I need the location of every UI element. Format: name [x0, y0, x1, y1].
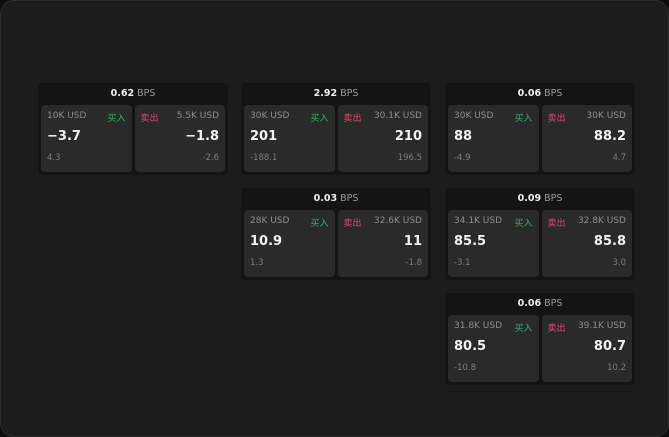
ask-size: 39.1K USD [577, 321, 626, 331]
bid-size: 30K USD [250, 111, 290, 121]
bid-change: -4.9 [454, 153, 471, 163]
spread-value: 2.92 [313, 88, 338, 99]
quote-card[interactable]: 0.06 BPS 30K USD 买入 88 -4.9 卖出 30K USD 88.… [445, 83, 635, 175]
buy-button[interactable]: 买入 [310, 219, 329, 229]
ask-cell[interactable]: 卖出 30.1K USD 210 196.5 [337, 105, 428, 172]
bid-cell[interactable]: 31.8K USD 买入 80.5 -10.8 [448, 315, 539, 382]
ask-price: 210 [394, 129, 422, 144]
ask-price: 88.2 [593, 129, 626, 144]
bid-price: 10.9 [250, 234, 283, 249]
ask-change: 3.0 [612, 258, 626, 268]
spread-header: 0.06 BPS [445, 293, 635, 315]
bid-change: 4.3 [47, 153, 61, 163]
spread-header: 0.06 BPS [445, 83, 635, 105]
bid-size: 34.1K USD [454, 216, 503, 226]
quote-card[interactable]: 0.09 BPS 34.1K USD 买入 85.5 -3.1 卖出 32.8K U… [445, 188, 635, 280]
ask-change: 10.2 [607, 363, 626, 373]
ask-change: 196.5 [397, 153, 422, 163]
bid-size: 31.8K USD [454, 321, 503, 331]
ask-price: 11 [403, 234, 422, 249]
ask-size: 32.8K USD [577, 216, 626, 226]
sell-button[interactable]: 卖出 [547, 324, 566, 334]
ask-change: -1.8 [405, 258, 422, 268]
bid-change: 1.3 [250, 258, 264, 268]
bid-size: 30K USD [454, 111, 494, 121]
spread-value: 0.03 [313, 193, 338, 204]
spread-value: 0.09 [517, 193, 542, 204]
sell-button[interactable]: 卖出 [140, 114, 159, 124]
bid-price: 88 [454, 129, 473, 144]
quote-card[interactable]: 0.03 BPS 28K USD 买入 10.9 1.3 卖出 32.6K USD … [241, 188, 431, 280]
spread-value: 0.06 [517, 298, 542, 309]
quote-card[interactable]: 0.06 BPS 31.8K USD 买入 80.5 -10.8 卖出 39.1K … [445, 293, 635, 385]
ask-cell[interactable]: 卖出 39.1K USD 80.7 10.2 [541, 315, 632, 382]
bid-cell[interactable]: 34.1K USD 买入 85.5 -3.1 [448, 210, 539, 277]
ask-cell[interactable]: 卖出 32.6K USD 11 -1.8 [337, 210, 428, 277]
ask-price: 80.7 [593, 339, 626, 354]
spread-header: 2.92 BPS [241, 83, 431, 105]
ask-price: 85.8 [593, 234, 626, 249]
ask-cell[interactable]: 卖出 5.5K USD −1.8 -2.6 [134, 105, 225, 172]
ask-size: 5.5K USD [176, 111, 219, 121]
bid-price: −3.7 [47, 129, 81, 144]
quote-card[interactable]: 2.92 BPS 30K USD 买入 201 -188.1 卖出 30.1K US… [241, 83, 431, 175]
bid-price: 201 [250, 129, 278, 144]
spread-unit: BPS [544, 88, 563, 99]
spread-value: 0.06 [517, 88, 542, 99]
bid-size: 10K USD [47, 111, 87, 121]
sell-button[interactable]: 卖出 [343, 219, 362, 229]
bid-change: -188.1 [250, 153, 278, 163]
buy-button[interactable]: 买入 [514, 219, 533, 229]
quote-card[interactable]: 0.62 BPS 10K USD 买入 −3.7 4.3 卖出 5.5K USD −… [38, 83, 228, 175]
ask-size: 30K USD [586, 111, 626, 121]
spread-unit: BPS [544, 298, 563, 309]
ask-size: 30.1K USD [373, 111, 422, 121]
buy-button[interactable]: 买入 [514, 114, 533, 124]
bid-change: -3.1 [454, 258, 471, 268]
bid-cell[interactable]: 30K USD 买入 88 -4.9 [448, 105, 539, 172]
ask-price: −1.8 [185, 129, 219, 144]
ask-size: 32.6K USD [373, 216, 422, 226]
ask-cell[interactable]: 卖出 30K USD 88.2 4.7 [541, 105, 632, 172]
spread-unit: BPS [340, 88, 359, 99]
buy-button[interactable]: 买入 [514, 324, 533, 334]
bid-cell[interactable]: 30K USD 买入 201 -188.1 [244, 105, 335, 172]
buy-button[interactable]: 买入 [107, 114, 126, 124]
spread-unit: BPS [137, 88, 156, 99]
bid-change: -10.8 [454, 363, 476, 373]
ask-cell[interactable]: 卖出 32.8K USD 85.8 3.0 [541, 210, 632, 277]
sell-button[interactable]: 卖出 [343, 114, 362, 124]
bid-size: 28K USD [250, 216, 290, 226]
bid-price: 80.5 [454, 339, 487, 354]
spread-unit: BPS [544, 193, 563, 204]
sell-button[interactable]: 卖出 [547, 114, 566, 124]
spread-header: 0.09 BPS [445, 188, 635, 210]
ask-change: -2.6 [202, 153, 219, 163]
spread-unit: BPS [340, 193, 359, 204]
spread-value: 0.62 [110, 88, 135, 99]
buy-button[interactable]: 买入 [310, 114, 329, 124]
sell-button[interactable]: 卖出 [547, 219, 566, 229]
bid-cell[interactable]: 28K USD 买入 10.9 1.3 [244, 210, 335, 277]
ask-change: 4.7 [612, 153, 626, 163]
bid-price: 85.5 [454, 234, 487, 249]
bid-cell[interactable]: 10K USD 买入 −3.7 4.3 [41, 105, 132, 172]
spread-header: 0.62 BPS [38, 83, 228, 105]
spread-header: 0.03 BPS [241, 188, 431, 210]
